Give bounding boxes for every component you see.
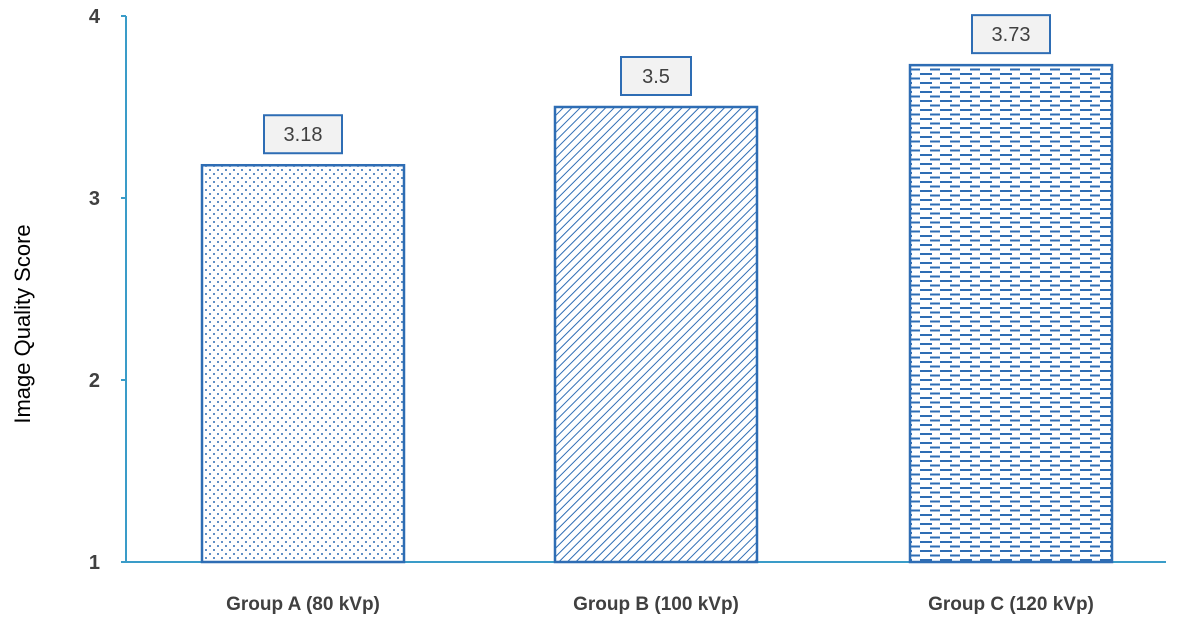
y-tick-label: 4 — [89, 6, 101, 28]
bars — [200, 63, 1114, 564]
bar-2 — [553, 105, 759, 564]
x-ticks: Group A (80 kVp) Group B (100 kVp) Group C… — [226, 594, 1094, 615]
bar-3 — [908, 63, 1114, 564]
data-label-box — [620, 56, 692, 96]
x-tick-label: Group B (100 kVp) — [573, 594, 739, 615]
y-tick-label: 2 — [89, 370, 100, 392]
y-tick-label: 1 — [89, 552, 100, 574]
data-label: 3.5 — [642, 66, 670, 88]
y-axis-label: Image Quality Score — [10, 224, 35, 423]
data-labels: 3.18 3.5 3.73 — [263, 14, 1051, 155]
data-label: 3.18 — [284, 124, 323, 146]
y-tick-label: 3 — [89, 188, 100, 210]
data-label-box — [971, 14, 1051, 55]
bar-1 — [200, 163, 406, 564]
y-ticks: 1 2 3 4 — [89, 6, 126, 574]
x-tick-label: Group C (120 kVp) — [928, 594, 1094, 615]
data-label-box — [263, 114, 343, 155]
x-tick-label: Group A (80 kVp) — [226, 594, 380, 615]
data-label: 3.73 — [992, 24, 1031, 46]
